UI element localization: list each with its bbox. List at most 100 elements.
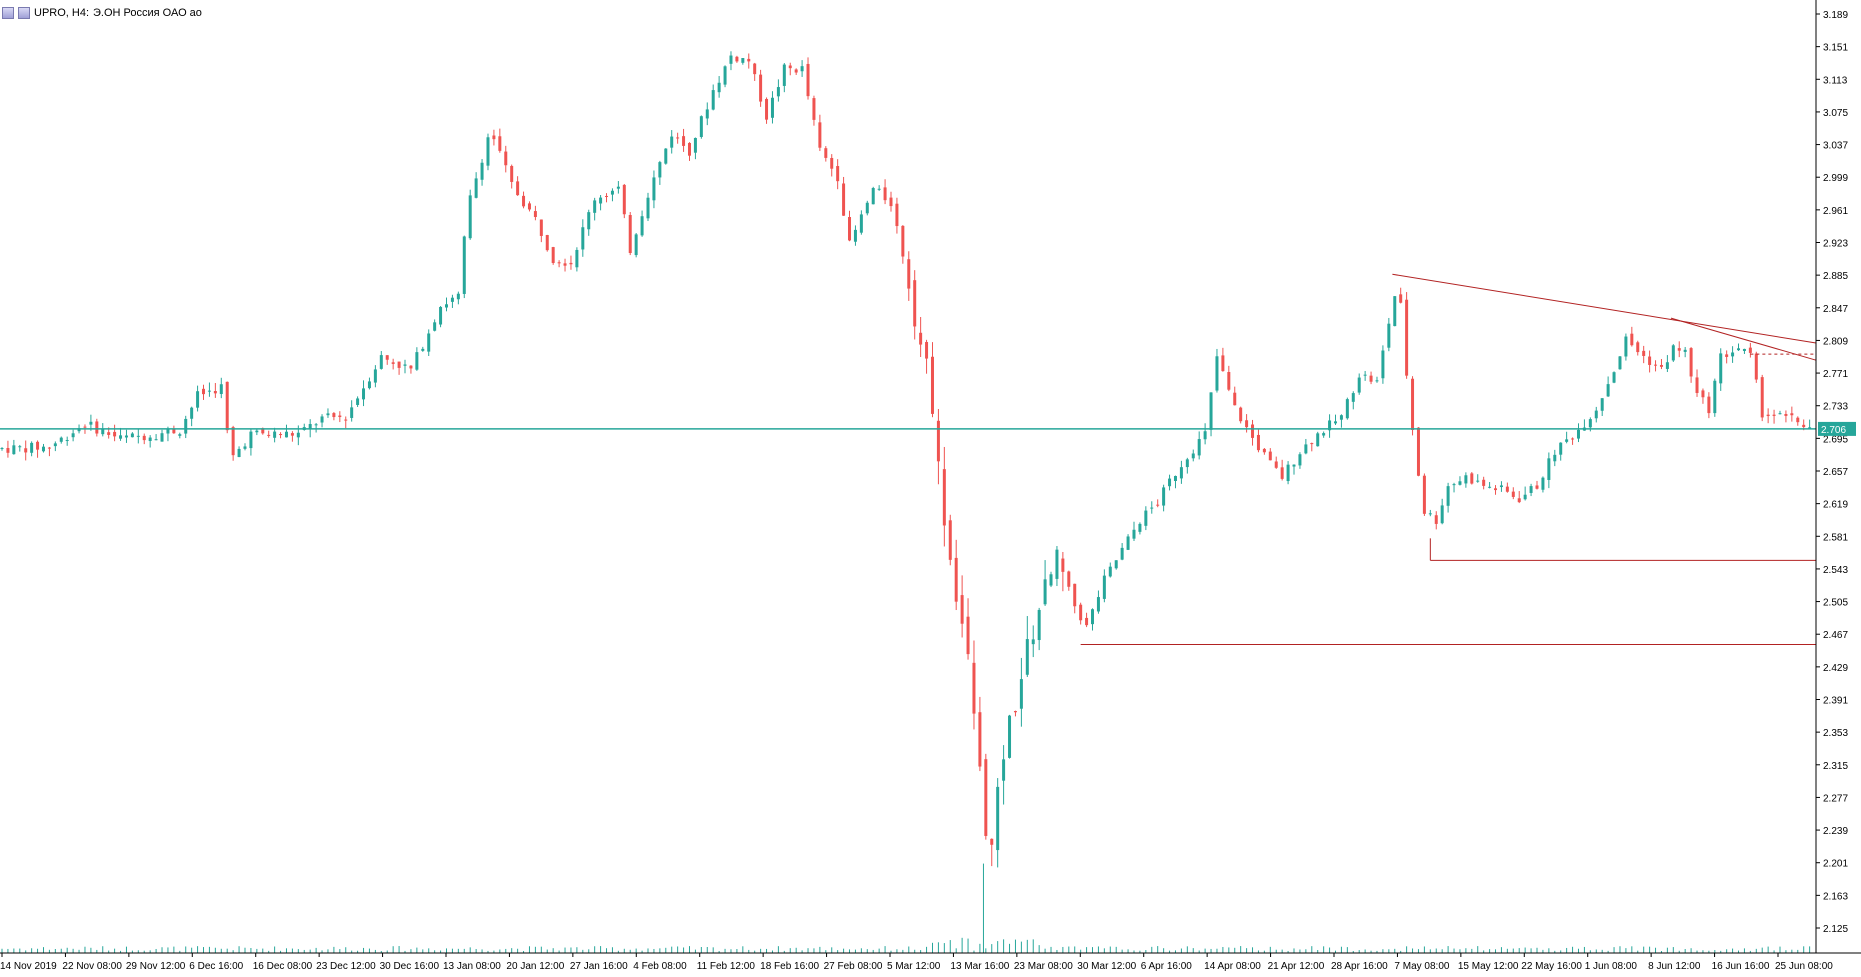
candle-body: [990, 838, 994, 845]
candle-body: [1357, 377, 1361, 393]
price-tick-label: 2.391: [1823, 696, 1848, 707]
candle-body: [1476, 480, 1480, 482]
price-tick-label: 2.239: [1823, 826, 1848, 837]
candle-body: [166, 429, 170, 434]
time-tick-label: 14 Nov 2019: [0, 961, 57, 972]
candle-body: [1108, 566, 1112, 577]
candle-body: [1565, 439, 1569, 442]
candle-body: [279, 434, 283, 436]
candle-body: [936, 420, 940, 462]
candle-body: [717, 82, 721, 93]
candle-body: [664, 148, 668, 164]
candle-body: [877, 188, 881, 190]
candle-body: [1245, 420, 1249, 428]
candle-body: [919, 332, 923, 345]
time-tick-label: 21 Apr 12:00: [1268, 961, 1325, 972]
horizontal-levels: [0, 428, 1816, 646]
window-icon[interactable]: [2, 7, 14, 19]
candle-body: [599, 197, 603, 204]
candle-body: [1298, 454, 1302, 466]
candle-body: [367, 381, 371, 389]
price-tag-label: 2.706: [1821, 425, 1846, 436]
candle-body: [213, 391, 217, 394]
price-tick-label: 2.163: [1823, 891, 1848, 902]
candle-body: [1037, 609, 1041, 641]
candle-body: [190, 407, 194, 419]
candle-body: [1452, 484, 1456, 486]
price-tick-label: 3.075: [1823, 108, 1848, 119]
candle-body: [77, 428, 81, 432]
candle-body: [836, 166, 840, 182]
candle-body: [12, 445, 16, 455]
resistance-trend-line: [1392, 273, 1817, 344]
candle-body: [391, 362, 395, 364]
candle-body: [1748, 347, 1752, 353]
candle-body: [1405, 299, 1409, 376]
time-tick-label: 29 Nov 12:00: [126, 961, 186, 972]
candle-body: [433, 322, 437, 331]
candle-body: [1440, 505, 1444, 524]
candle-body: [812, 98, 816, 120]
time-tick-label: 18 Feb 16:00: [760, 961, 819, 972]
candle-body: [231, 427, 235, 456]
candle-body: [1339, 415, 1343, 420]
candle-body: [658, 162, 662, 178]
time-tick-label: 30 Dec 16:00: [380, 961, 440, 972]
candle-body: [1665, 362, 1669, 369]
candle-body: [202, 388, 206, 395]
candle-body: [925, 341, 929, 359]
candle-body: [1606, 384, 1610, 397]
candle-body: [682, 136, 686, 146]
time-tick-label: 13 Jan 08:00: [443, 961, 501, 972]
candle-body: [1470, 473, 1474, 484]
price-tick-label: 2.429: [1823, 663, 1848, 674]
price-tick-label: 3.037: [1823, 141, 1848, 152]
candle-body: [622, 184, 626, 215]
candle-body: [1002, 759, 1006, 781]
candle-body: [539, 219, 543, 236]
candle-body: [255, 430, 259, 433]
candle-body: [444, 304, 448, 308]
time-tick-label: 7 May 08:00: [1394, 961, 1449, 972]
candle-body: [996, 786, 1000, 851]
chart-icon[interactable]: [18, 7, 30, 19]
candle-body: [1760, 377, 1764, 418]
candle-body: [1215, 356, 1219, 391]
candle-body: [1511, 491, 1515, 497]
candle-body: [1138, 523, 1142, 532]
candle-body: [1310, 443, 1314, 445]
candle-body: [1731, 352, 1735, 357]
candle-body: [41, 446, 45, 452]
candle-body: [1571, 438, 1575, 440]
candle-body: [1707, 396, 1711, 414]
time-tick-label: 20 Jan 12:00: [506, 961, 564, 972]
candle-body: [468, 195, 472, 239]
candle-body: [47, 447, 51, 449]
candle-body: [474, 178, 478, 198]
candle-body: [978, 712, 982, 767]
price-tick-label: 2.125: [1823, 924, 1848, 935]
candle-body: [1055, 549, 1059, 579]
candle-body: [427, 333, 431, 352]
candle-body: [1784, 414, 1788, 416]
candle-body: [1790, 413, 1794, 416]
candle-body: [1008, 715, 1012, 758]
time-tick-label: 30 Mar 12:00: [1077, 961, 1136, 972]
candle-body: [1588, 419, 1592, 428]
time-tick-label: 6 Dec 16:00: [189, 961, 243, 972]
candle-body: [1671, 345, 1675, 361]
price-tag-box: [1818, 421, 1856, 436]
candle-body: [439, 306, 443, 325]
price-tick-label: 2.581: [1823, 532, 1848, 543]
time-tick-label: 16 Dec 08:00: [253, 961, 313, 972]
candle-body: [24, 448, 28, 453]
price-tick-label: 2.885: [1823, 271, 1848, 282]
price-tick-label: 2.277: [1823, 793, 1848, 804]
candle-body: [1132, 529, 1136, 539]
candle-body: [510, 165, 514, 182]
time-tick-label: 25 Jun 08:00: [1775, 961, 1833, 972]
time-tick-label: 28 Apr 16:00: [1331, 961, 1388, 972]
candle-body: [1654, 364, 1658, 366]
candle-body: [800, 66, 804, 72]
